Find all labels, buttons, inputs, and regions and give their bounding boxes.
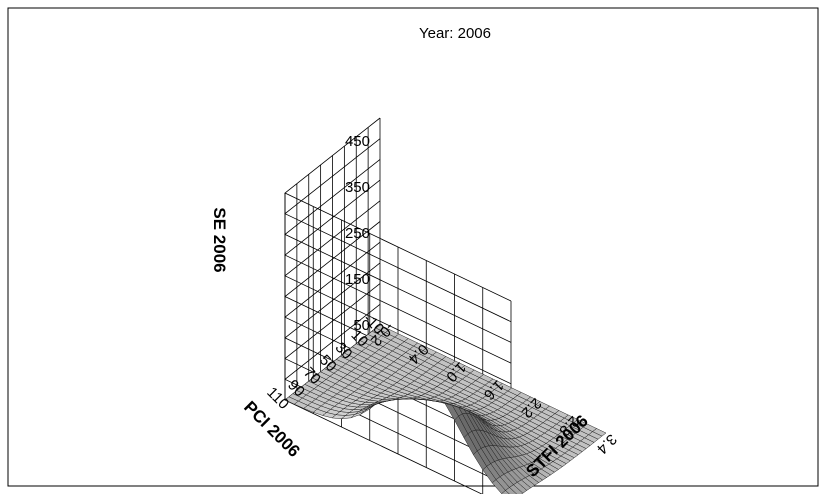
- grid-line: [284, 117, 512, 302]
- grid-line: [284, 200, 512, 385]
- grid-line: [284, 138, 512, 323]
- grid-line: [284, 303, 512, 488]
- surface-cell: [501, 490, 510, 494]
- chart-title: Year: 2006: [419, 25, 491, 42]
- z-tick-label: 150: [345, 271, 370, 288]
- surface-cell: [592, 428, 607, 437]
- grid-line: [284, 262, 512, 447]
- chart-border: [7, 7, 819, 487]
- z-tick-label: 250: [345, 225, 370, 242]
- grid-line: [284, 283, 512, 467]
- grid-line: [284, 179, 512, 364]
- grid-line: [284, 159, 512, 343]
- z-tick-label: 450: [345, 133, 370, 150]
- z-axis-ticks: 50 150 250 350 450: [345, 133, 370, 334]
- z-axis-label: SE 2006: [210, 207, 229, 272]
- surface-mesh: [284, 324, 607, 494]
- z-tick-label: 350: [345, 179, 370, 196]
- z-tick-label: 50: [353, 317, 370, 334]
